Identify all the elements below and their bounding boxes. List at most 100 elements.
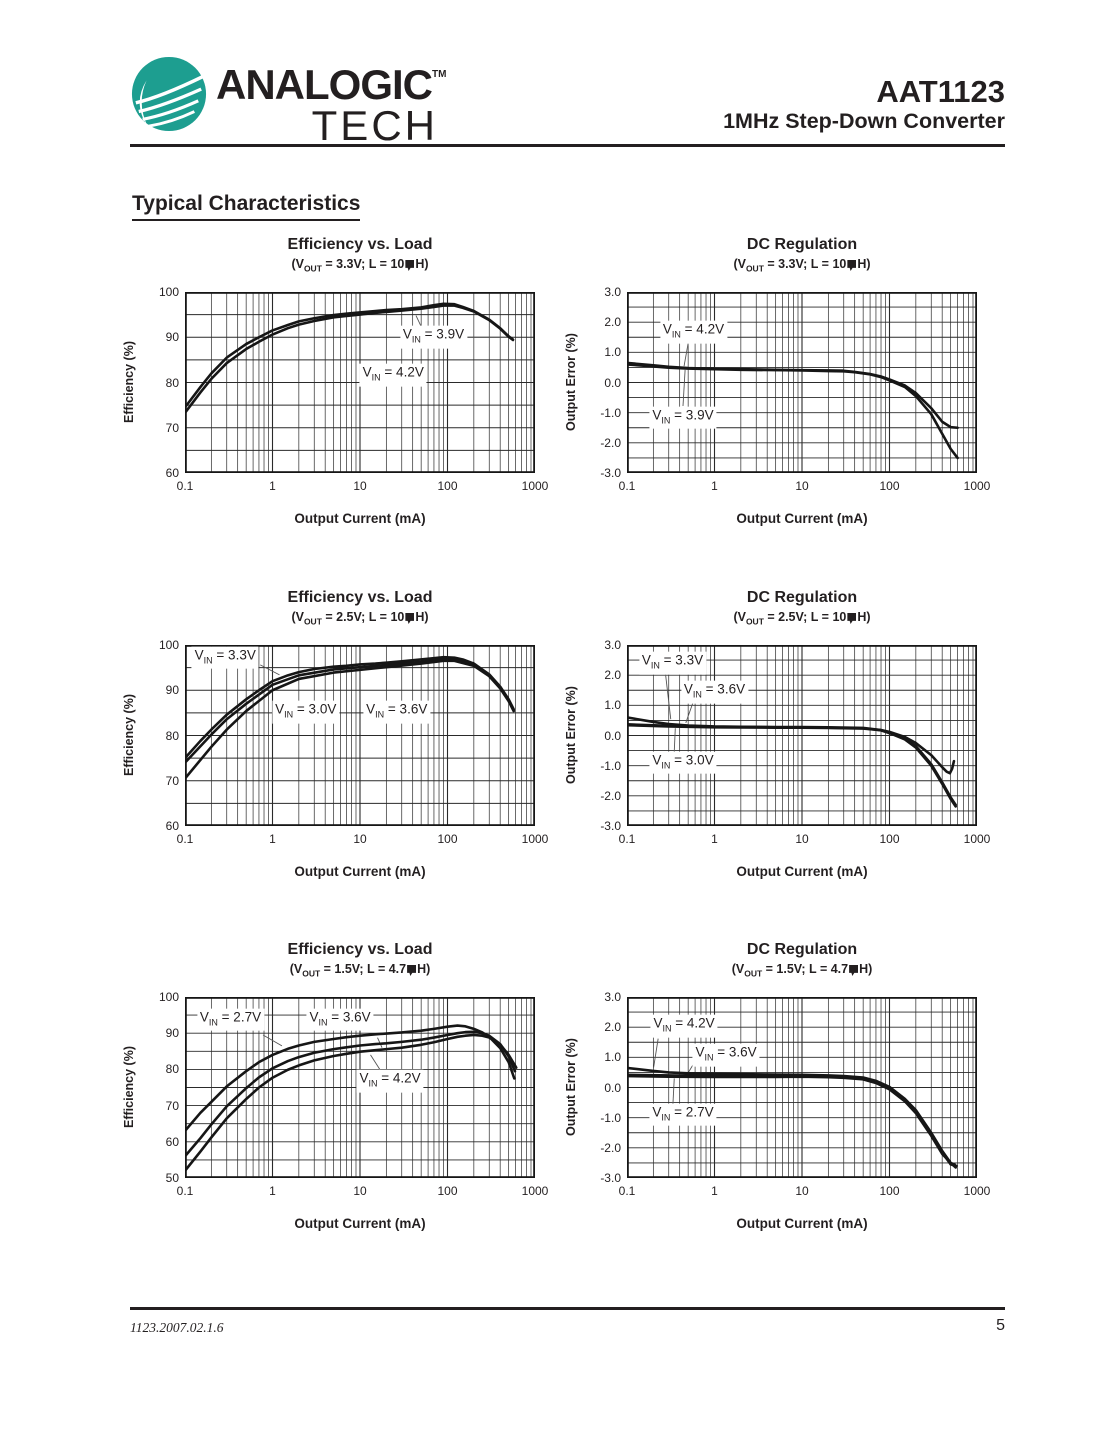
y-tick-label: 60 bbox=[165, 819, 179, 833]
subtitle-text: H) bbox=[417, 962, 431, 976]
document-code: 1123.2007.02.1.6 bbox=[130, 1320, 224, 1335]
series-annotation: VIN = 3.0V bbox=[649, 751, 717, 774]
series-curve bbox=[625, 1074, 956, 1166]
subtitle-subscript: OUT bbox=[745, 263, 764, 274]
series-annotation: VIN = 4.2V bbox=[359, 363, 427, 387]
subtitle-text: H) bbox=[415, 257, 429, 271]
chart-efficiency-vout2v5: Efficiency vs. Load (VOUT = 2.5V; L = 10… bbox=[122, 589, 548, 879]
x-tick-label: 10 bbox=[353, 1184, 367, 1198]
x-tick-label: 10 bbox=[795, 1184, 809, 1198]
x-tick-label: 1 bbox=[269, 1184, 276, 1198]
y-tick-label: 60 bbox=[165, 1134, 179, 1149]
series-curve bbox=[183, 1033, 518, 1173]
subtitle-subscript: OUT bbox=[745, 616, 764, 627]
chart-subtitle: (VOUT = 1.5V; L = 4.7 H) bbox=[627, 962, 977, 979]
y-tick-label: 80 bbox=[165, 375, 179, 390]
y-tick-label: 3.0 bbox=[604, 285, 621, 299]
x-axis-label: Output Current (mA) bbox=[294, 511, 426, 526]
mu-glyph-artifact-icon bbox=[405, 613, 415, 624]
y-axis-label: Output Error (%) bbox=[564, 686, 578, 784]
chart-title: DC Regulation bbox=[746, 236, 858, 253]
product-title: 1MHz Step-Down Converter bbox=[723, 109, 1005, 133]
subtitle-text: (V bbox=[733, 610, 746, 624]
series-annotation: VIN = 4.2V bbox=[659, 320, 728, 344]
chart-canvas bbox=[625, 996, 978, 1179]
y-tick-label: 50 bbox=[165, 1171, 179, 1185]
chart-subtitle: (VOUT = 3.3V; L = 10 H) bbox=[185, 257, 535, 274]
x-tick-label: 0.1 bbox=[176, 479, 194, 493]
subtitle-subscript: OUT bbox=[303, 263, 322, 274]
y-axis-label: Output Error (%) bbox=[564, 333, 578, 431]
y-tick-label: 70 bbox=[165, 1098, 179, 1113]
subtitle-text: (V bbox=[733, 257, 746, 271]
series-annotation: VIN = 3.9V bbox=[399, 325, 468, 349]
y-tick-label: 100 bbox=[158, 285, 179, 299]
plot-area bbox=[183, 644, 536, 827]
subtitle-text: H) bbox=[415, 610, 429, 624]
brand-tech: TECH bbox=[311, 102, 438, 149]
series-annotation: VIN = 3.6V bbox=[692, 1043, 760, 1067]
chart-subtitle: (VOUT = 2.5V; L = 10 H) bbox=[627, 610, 977, 627]
y-tick-label: 80 bbox=[165, 1062, 179, 1077]
y-tick-label: 90 bbox=[165, 683, 179, 698]
series-annotation: VIN = 3.3V bbox=[638, 651, 707, 675]
x-tick-label: 10 bbox=[795, 832, 809, 846]
x-tick-label: 10 bbox=[353, 479, 367, 493]
series-curve bbox=[183, 659, 515, 780]
y-tick-label: 100 bbox=[158, 638, 179, 652]
part-header: AAT1123 1MHz Step-Down Converter bbox=[723, 76, 1005, 134]
subtitle-text: (V bbox=[731, 962, 745, 976]
analogictech-logo bbox=[130, 55, 208, 138]
y-tick-label: 90 bbox=[165, 1026, 179, 1041]
chart-canvas bbox=[183, 644, 536, 827]
series-curve bbox=[183, 655, 515, 760]
chart-dcreg-vout2v5: DC Regulation (VOUT = 2.5V; L = 10 H) Out… bbox=[564, 589, 990, 879]
chart-dcreg-vout1v5: DC Regulation (VOUT = 1.5V; L = 4.7 H) Ou… bbox=[564, 941, 990, 1231]
series-curve bbox=[183, 657, 515, 764]
y-tick-label: 0.0 bbox=[604, 375, 621, 390]
x-tick-label: 1000 bbox=[963, 832, 991, 846]
y-tick-label: -1.0 bbox=[600, 405, 621, 420]
x-tick-label: 100 bbox=[437, 1184, 458, 1198]
subtitle-text: (V bbox=[291, 610, 304, 624]
chart-title: Efficiency vs. Load bbox=[287, 941, 433, 958]
series-annotation: VIN = 4.2V bbox=[650, 1014, 718, 1038]
header-rule bbox=[130, 144, 1005, 147]
subtitle-text: H) bbox=[857, 257, 871, 271]
x-tick-label: 10 bbox=[795, 479, 809, 493]
x-tick-label: 1 bbox=[711, 832, 718, 846]
x-tick-label: 0.1 bbox=[176, 832, 194, 846]
y-tick-label: 70 bbox=[165, 420, 179, 435]
y-tick-label: 0.0 bbox=[604, 1080, 621, 1095]
x-tick-label: 1000 bbox=[963, 1184, 991, 1198]
y-axis-label: Efficiency (%) bbox=[122, 341, 136, 423]
x-axis-label: Output Current (mA) bbox=[736, 1216, 868, 1231]
x-tick-label: 0.1 bbox=[618, 1184, 636, 1198]
x-tick-label: 0.1 bbox=[176, 1184, 194, 1198]
series-curve bbox=[183, 302, 515, 409]
x-tick-label: 1 bbox=[711, 479, 718, 493]
y-tick-label: -1.0 bbox=[600, 1110, 621, 1125]
series-curve bbox=[183, 1030, 517, 1158]
leaf-logo-icon bbox=[131, 56, 207, 132]
y-tick-label: -3.0 bbox=[600, 1171, 621, 1185]
mu-glyph-artifact-icon bbox=[405, 260, 415, 271]
footer-rule bbox=[130, 1307, 1005, 1310]
chart-canvas bbox=[625, 644, 978, 827]
page-number: 5 bbox=[996, 1317, 1005, 1334]
chart-subtitle: (VOUT = 2.5V; L = 10 H) bbox=[185, 610, 535, 627]
y-tick-label: 3.0 bbox=[604, 638, 621, 652]
y-tick-label: 80 bbox=[165, 728, 179, 743]
series-annotation: VIN = 3.9V bbox=[649, 406, 717, 430]
chart-title: DC Regulation bbox=[746, 589, 858, 606]
x-tick-label: 100 bbox=[437, 479, 458, 493]
x-tick-label: 1000 bbox=[963, 479, 991, 493]
y-tick-label: 70 bbox=[165, 773, 179, 788]
chart-title: DC Regulation bbox=[746, 941, 858, 958]
x-tick-label: 100 bbox=[879, 1184, 900, 1198]
chart-canvas bbox=[625, 291, 978, 474]
y-tick-label: -2.0 bbox=[600, 788, 621, 803]
series-annotation: VIN = 3.6V bbox=[363, 700, 431, 724]
subtitle-subscript: OUT bbox=[303, 616, 322, 627]
